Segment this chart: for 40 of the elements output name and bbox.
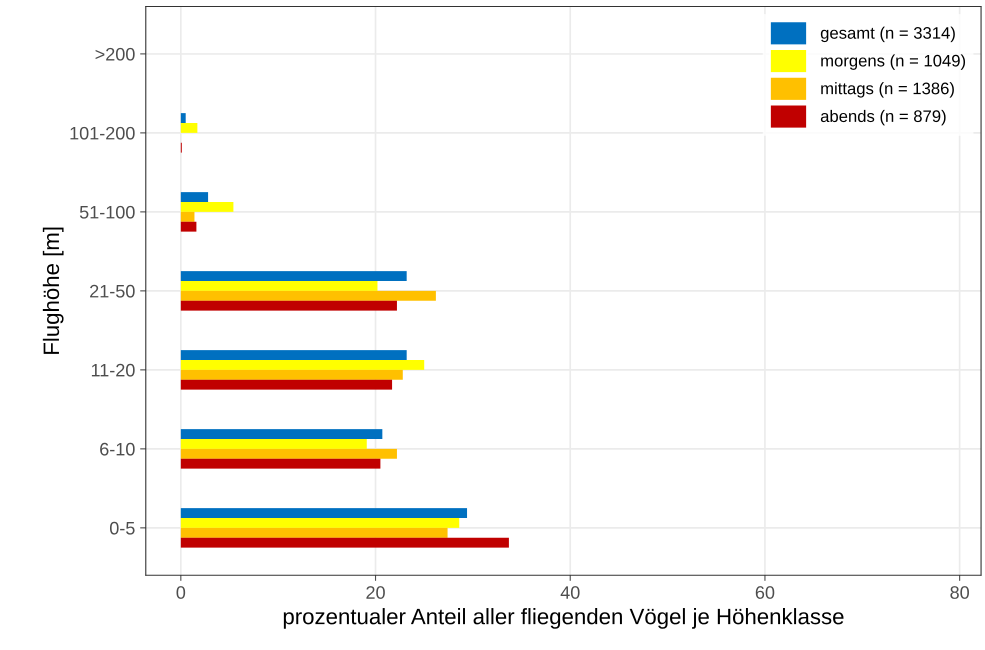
x-tick-label: 80 [950,586,969,599]
bar [180,290,436,301]
x-axis-title: prozentualer Anteil aller fliegenden Vögel je Höhenklasse [284,608,844,629]
bar [180,438,367,449]
bar [180,518,460,528]
bar [180,202,234,212]
bar [180,429,382,439]
y-tick-label: 6-10 [100,442,135,456]
bar [180,448,397,459]
legend-label: morgens (n = 1049) [821,54,966,70]
y-tick-label: 11-20 [92,364,135,377]
y-tick-label: 21-50 [90,284,135,298]
x-tick-label: 0 [176,586,186,599]
bar [180,212,194,222]
legend-label: gesamt (n = 3314) [820,26,955,42]
bar [180,508,468,518]
bar [180,370,403,380]
bar [180,222,196,232]
y-tick-label: 51-100 [80,206,135,219]
x-tick-label: 60 [756,586,774,599]
bar [180,300,397,311]
bar [180,271,407,281]
y-tick-label: >200 [96,48,135,61]
bar [180,113,186,124]
bar [180,528,448,538]
bar [180,458,380,469]
bar [180,123,198,133]
legend-label: mittags (n = 1386) [821,82,954,98]
bar [180,192,208,202]
y-tick-label: 0-5 [110,522,135,535]
y-axis-title: Flughöhe [m] [42,228,64,354]
legend-label: abends (n = 879) [820,110,946,126]
y-tick-label: 101-200 [70,126,135,140]
bar [180,380,392,390]
bar [180,281,378,291]
bar [180,360,424,370]
x-tick-label: 20 [366,586,385,599]
x-tick-label: 40 [560,586,580,599]
bar [180,350,407,360]
bar [180,538,509,548]
